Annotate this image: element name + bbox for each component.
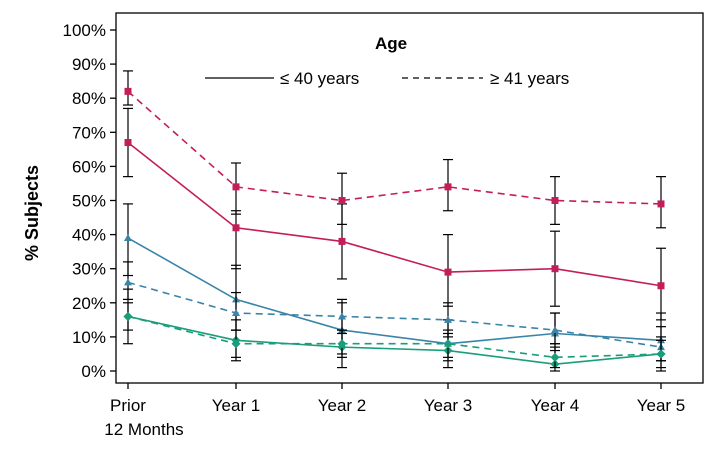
x-tick-label-line: Year 4 (531, 396, 580, 415)
x-tick-label: Year 5 (637, 396, 686, 415)
x-axis: Prior 12 Months Year 1 Year 2 Year 3 Year 4 Ye… (104, 383, 685, 439)
data-point (232, 224, 240, 232)
y-tick-label: 10% (72, 328, 106, 347)
x-tick-label: Year 2 (318, 396, 367, 415)
series-crimson-younger (123, 107, 666, 321)
y-tick-label: 40% (72, 226, 106, 245)
data-point (550, 352, 560, 362)
x-tick-label: Year 4 (531, 396, 580, 415)
data-point (232, 309, 240, 317)
series-line (127, 141, 662, 287)
series-crimson-older (123, 70, 666, 229)
y-tick-label: 50% (72, 192, 106, 211)
y-tick-label: 30% (72, 260, 106, 279)
series-line (127, 237, 662, 345)
series-layer (123, 70, 666, 372)
data-point (657, 200, 665, 208)
data-point (338, 312, 346, 320)
data-point (551, 265, 559, 273)
data-point (124, 234, 132, 242)
data-point (232, 183, 240, 191)
plot-frame (115, 12, 704, 384)
data-point (123, 311, 133, 321)
y-axis-title: % Subjects (22, 165, 42, 261)
data-point (338, 237, 346, 245)
data-point (657, 282, 665, 290)
data-point (124, 87, 132, 95)
data-point (338, 197, 346, 204)
y-tick-label: 60% (72, 157, 106, 176)
data-point (444, 183, 452, 191)
data-point (551, 197, 559, 204)
x-tick-label-line: Prior (110, 396, 146, 415)
x-tick-label-line: 12 Months (104, 420, 183, 439)
y-axis: 0% 10% 20% 30% 40% 50% 60% 70% 80% 90% 100% (63, 21, 116, 381)
data-point (443, 339, 453, 349)
y-tick-label: 100% (63, 21, 106, 40)
legend-title: Age (375, 34, 407, 53)
y-tick-label: 70% (72, 123, 106, 142)
legend-label-old: ≥ 41 years (490, 69, 569, 88)
y-tick-label: 0% (81, 362, 106, 381)
x-tick-label-line: Year 3 (424, 396, 473, 415)
series-line (127, 315, 662, 359)
data-point (337, 339, 347, 349)
series-line (127, 315, 662, 365)
x-tick-label-line: Year 1 (212, 396, 261, 415)
series-green-older (123, 302, 666, 369)
data-point (124, 139, 132, 147)
x-tick-label: Prior 12 Months (104, 396, 183, 439)
series-line (127, 281, 662, 348)
y-tick-label: 90% (72, 55, 106, 74)
series-blue-younger (123, 203, 666, 362)
data-point (551, 326, 559, 334)
x-tick-label-line: Year 5 (637, 396, 686, 415)
series-line (127, 90, 662, 205)
x-tick-label: Year 3 (424, 396, 473, 415)
series-blue-older (123, 261, 666, 362)
y-tick-label: 20% (72, 294, 106, 313)
legend-label-young: ≤ 40 years (280, 69, 359, 88)
data-point (124, 278, 132, 286)
data-point (444, 315, 452, 323)
data-point (656, 349, 666, 359)
series-green-younger (123, 288, 666, 372)
y-tick-label: 80% (72, 89, 106, 108)
data-point (444, 268, 452, 276)
data-point (231, 339, 241, 349)
x-tick-label-line: Year 2 (318, 396, 367, 415)
x-tick-label: Year 1 (212, 396, 261, 415)
legend: Age ≤ 40 years ≥ 41 years (205, 34, 569, 88)
